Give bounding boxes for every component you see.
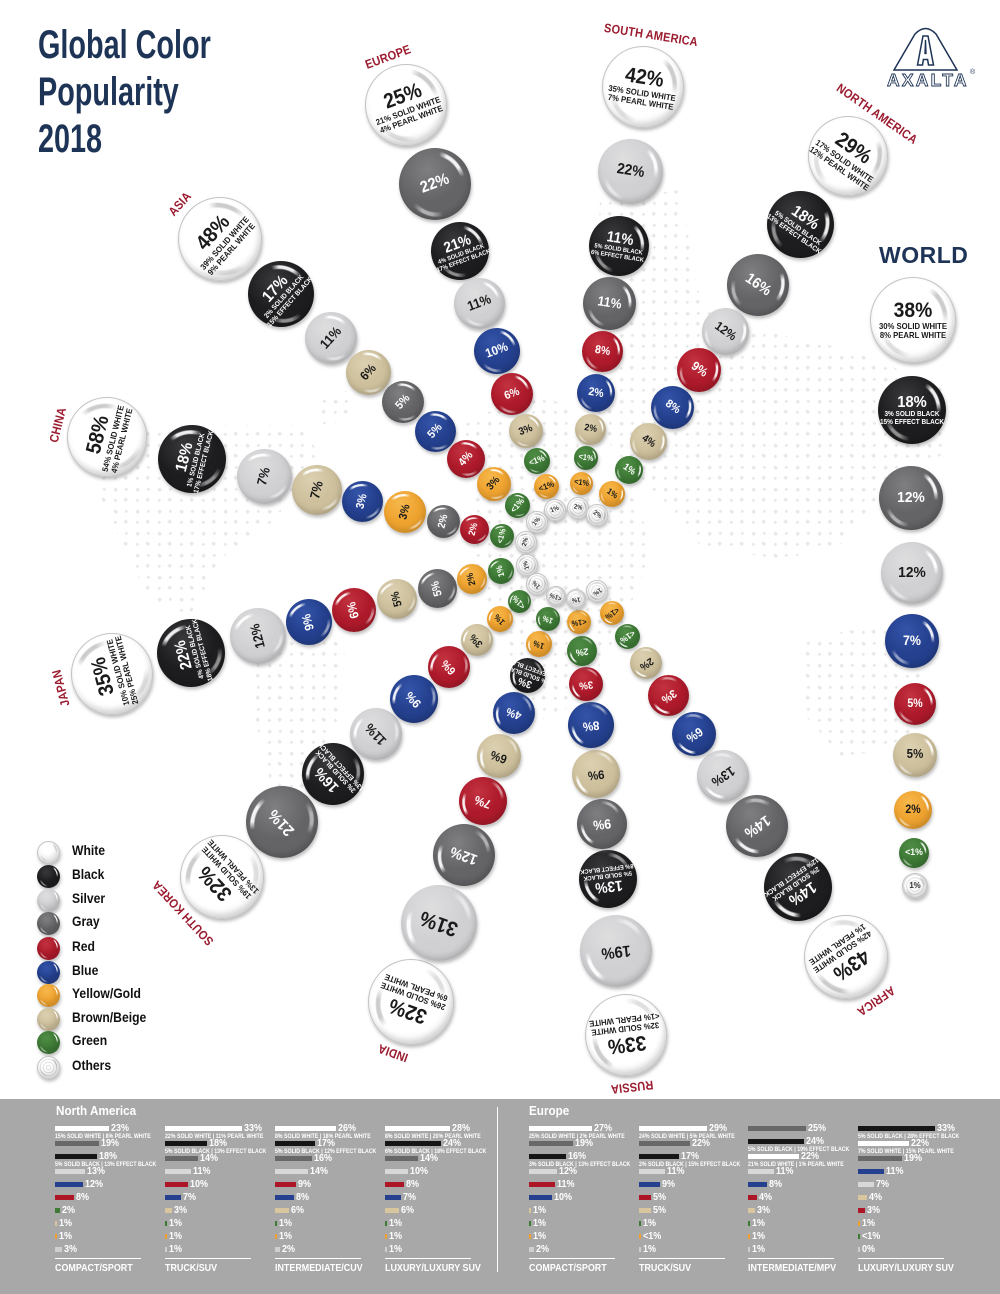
svg-text:AXALTA: AXALTA xyxy=(887,70,967,90)
svg-text:®: ® xyxy=(970,68,976,76)
